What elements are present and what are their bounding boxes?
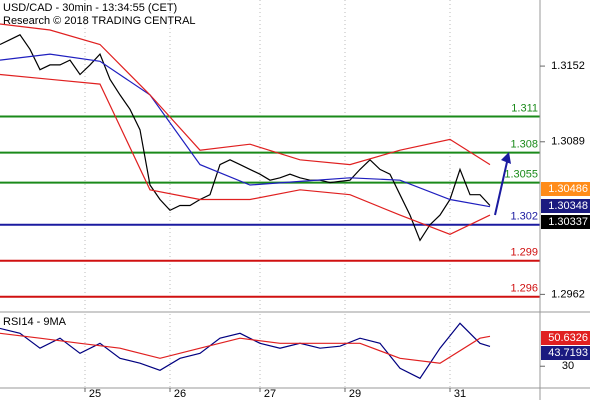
y-tick-label: 1.2962 [551,288,585,300]
level-label: 1.299 [510,247,538,259]
value-box [541,215,590,229]
level-label: 1.311 [511,102,538,114]
plot-layer [0,0,540,388]
x-tick-label: 25 [89,388,101,400]
series-line [0,332,491,364]
series-line [0,73,491,235]
x-tick-label: 31 [454,388,466,400]
value-box [541,182,590,196]
chart-subtitle: Research © 2018 TRADING CENTRAL [3,15,196,27]
arrow [494,161,508,216]
series-line [0,23,491,166]
level-label: 1.296 [510,283,538,295]
x-tick-label: 29 [349,388,361,400]
value-box-label: 1.30486 [548,183,588,195]
y-tick-label: 30 [562,360,574,372]
chart-title: USD/CAD - 30min - 13:34:55 (CET) [3,2,177,14]
value-box-label: 43.7193 [548,347,588,359]
level-label: 1.3055 [504,169,538,181]
value-box [541,346,590,360]
rsi-title: RSI14 - 9MA [3,316,67,328]
level-label: 1.308 [510,139,538,151]
series-line [0,34,491,242]
arrow-head [501,152,511,164]
value-box [541,199,590,213]
y-tick-label: 1.3152 [551,60,585,72]
value-box-label: 1.30348 [548,200,588,212]
series-line [0,322,491,380]
value-box-label: 1.30337 [548,216,588,228]
value-box-label: 50.6326 [548,332,588,344]
value-box [541,331,590,345]
x-tick-label: 27 [264,388,276,400]
x-tick-label: 26 [174,388,186,400]
series-line [0,53,491,208]
level-label: 1.302 [510,211,538,223]
y-tick-label: 1.3089 [551,136,585,148]
